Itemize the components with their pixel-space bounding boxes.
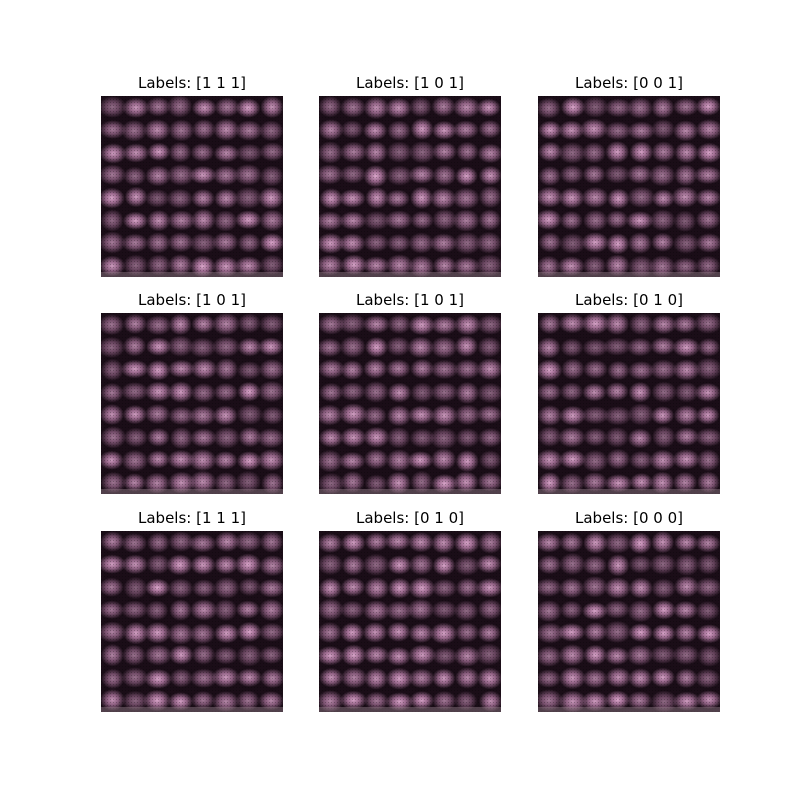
bottom-edge-band [538,489,720,494]
texture-overlay [101,96,283,277]
generated-image [538,96,720,277]
bottom-edge-band [319,489,501,494]
generated-image [319,313,501,494]
texture-overlay [538,531,720,712]
panel-title: Labels: [0 0 1] [575,74,683,92]
generated-image [319,96,501,277]
panel-title: Labels: [0 1 0] [356,509,464,527]
bottom-edge-band [319,272,501,277]
generated-image [319,531,501,712]
bottom-edge-band [101,272,283,277]
generated-image [101,313,283,494]
panel-title: Labels: [0 0 0] [575,509,683,527]
generated-image [538,313,720,494]
bottom-edge-band [538,272,720,277]
texture-overlay [319,531,501,712]
panel-title: Labels: [1 0 1] [356,291,464,309]
generated-image [101,531,283,712]
texture-overlay [101,313,283,494]
panel-title: Labels: [1 1 1] [138,509,246,527]
texture-overlay [538,96,720,277]
generated-image [538,531,720,712]
bottom-edge-band [101,489,283,494]
panel-title: Labels: [1 0 1] [138,291,246,309]
texture-overlay [319,313,501,494]
bottom-edge-band [319,707,501,712]
texture-overlay [101,531,283,712]
texture-overlay [538,313,720,494]
panel-title: Labels: [1 0 1] [356,74,464,92]
bottom-edge-band [101,707,283,712]
bottom-edge-band [538,707,720,712]
texture-overlay [319,96,501,277]
panel-title: Labels: [0 1 0] [575,291,683,309]
generated-image [101,96,283,277]
panel-title: Labels: [1 1 1] [138,74,246,92]
